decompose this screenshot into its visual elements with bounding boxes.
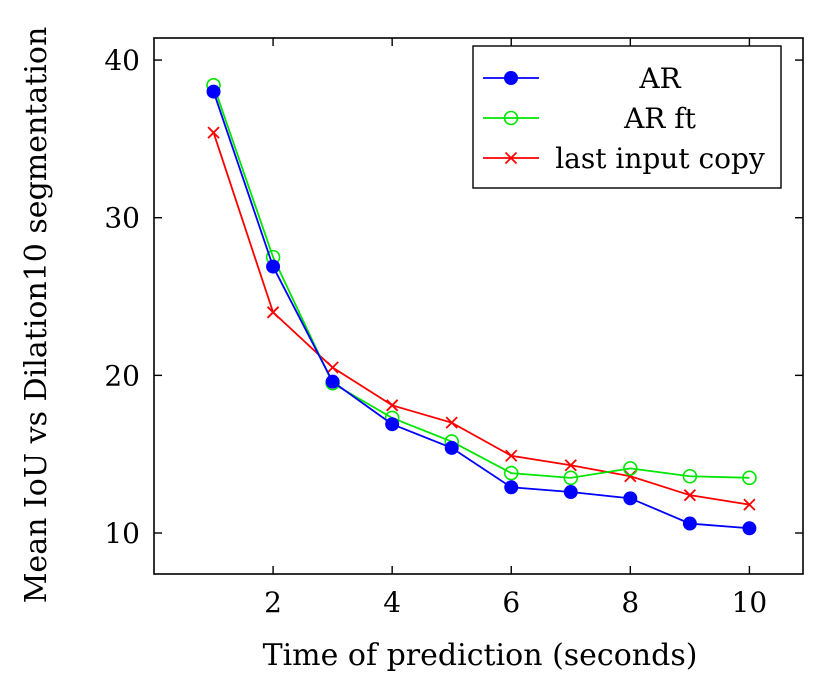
cross-stroke <box>624 470 637 483</box>
y-tick-label: 30 <box>104 202 140 235</box>
plot-area <box>206 77 757 536</box>
series-ar <box>206 84 757 536</box>
series-line <box>212 132 750 506</box>
legend-marker <box>504 151 518 165</box>
x-tick-label: 4 <box>383 586 401 619</box>
data-point <box>505 449 518 462</box>
cross-stroke <box>266 306 280 319</box>
axes: 2 4 6 8 10 10 20 30 40 <box>104 37 804 619</box>
cross-stroke <box>743 498 756 511</box>
legend: AR AR ft last input copy <box>472 45 782 189</box>
cross-stroke <box>683 489 697 502</box>
y-axis-label: Mean IoU vs Dilation10 segmentation <box>19 27 54 604</box>
data-point <box>325 374 340 389</box>
series-line <box>212 91 750 530</box>
data-point <box>504 480 519 495</box>
data-point <box>563 470 579 486</box>
data-point <box>206 84 221 99</box>
cross-stroke <box>445 416 458 429</box>
data-point <box>624 470 637 483</box>
cross-stroke <box>386 399 399 412</box>
data-point <box>503 465 519 481</box>
cross-stroke <box>564 459 577 472</box>
x-tick-label: 6 <box>502 586 520 619</box>
legend-box <box>472 45 782 189</box>
data-point <box>742 521 757 536</box>
data-point <box>266 306 280 319</box>
data-point <box>564 459 577 472</box>
cross-stroke <box>504 151 518 165</box>
data-point <box>623 491 638 506</box>
series-last-input-copy <box>207 126 756 511</box>
legend-label: AR <box>638 62 681 95</box>
legend-entry: AR ft <box>483 102 697 135</box>
data-point <box>563 485 578 500</box>
data-point <box>445 416 458 429</box>
data-point <box>682 516 697 531</box>
data-point <box>682 468 698 484</box>
y-tick-label: 20 <box>104 359 140 392</box>
cross-stroke <box>207 126 220 139</box>
data-point <box>266 259 281 274</box>
data-point <box>326 361 339 374</box>
x-tick-label: 2 <box>264 586 282 619</box>
cross-stroke <box>505 449 518 462</box>
legend-label: last input copy <box>555 142 765 175</box>
data-point <box>385 417 400 432</box>
data-point <box>207 126 220 139</box>
y-tick-label: 40 <box>104 44 140 77</box>
series-line <box>212 84 750 479</box>
legend-marker <box>503 110 519 126</box>
x-tick-label: 8 <box>621 586 639 619</box>
x-tick-label: 10 <box>732 586 768 619</box>
plot-frame <box>153 37 804 575</box>
data-point <box>743 498 756 511</box>
x-axis-label: Time of prediction (seconds) <box>263 638 698 673</box>
legend-entry: AR <box>483 62 682 95</box>
y-tick-label: 10 <box>104 517 140 550</box>
data-point <box>683 489 697 502</box>
data-point <box>386 399 399 412</box>
cross-stroke <box>326 361 339 374</box>
data-point <box>742 470 757 486</box>
legend-marker <box>504 71 518 85</box>
legend-label: AR ft <box>623 102 697 135</box>
data-point <box>623 461 638 476</box>
legend-entry: last input copy <box>483 142 765 175</box>
data-point <box>444 440 459 455</box>
